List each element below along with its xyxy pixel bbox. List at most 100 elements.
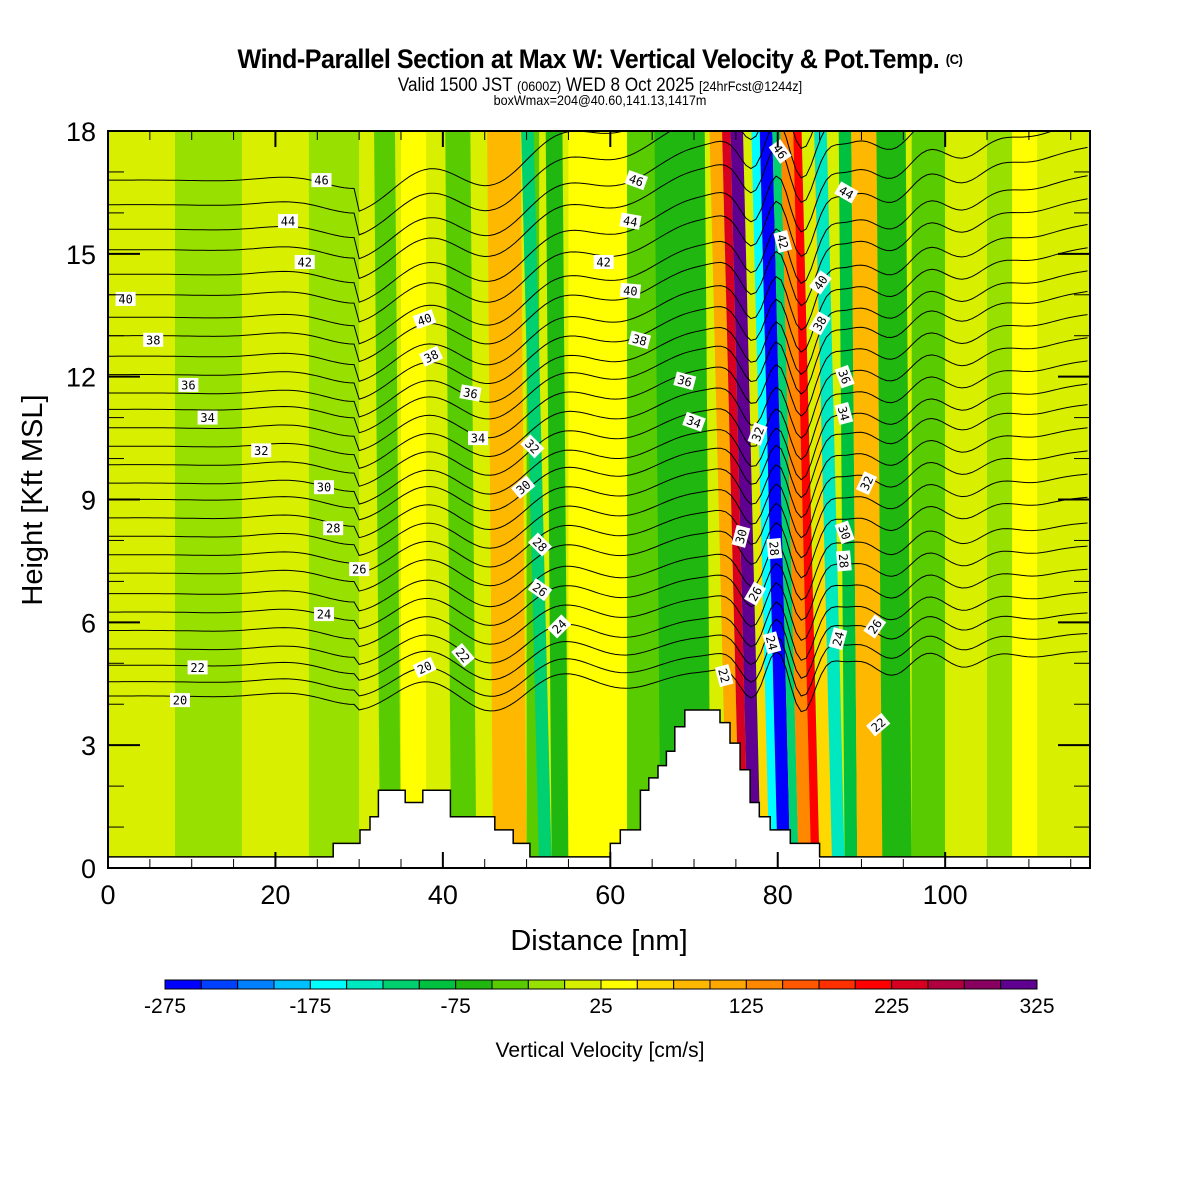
copyright-mark: (C)	[945, 51, 963, 67]
contour-label: 30	[314, 480, 334, 495]
contour-label-box	[731, 524, 751, 548]
contour-label-box	[866, 712, 891, 737]
potential-temperature-contours	[108, 131, 1088, 713]
valid-date: WED 8 Oct 2025	[565, 75, 695, 96]
contour-label: 20	[412, 656, 437, 678]
w-column	[876, 131, 912, 868]
axes	[107, 130, 1091, 869]
contour-labels: 46 44 42 40 38 36 34 32 30 28 26 24 22 20 40 38 36 34 32 30…	[115, 139, 891, 737]
colorbar-segment	[346, 979, 384, 990]
contour-label-text: 44	[622, 213, 639, 229]
contour-label: 34	[834, 402, 854, 425]
contour-label-text: 42	[297, 256, 311, 270]
contour-label: 26	[744, 581, 767, 606]
colorbar-segment	[309, 979, 348, 990]
contour-label: 32	[855, 471, 878, 496]
contour-label-text: 44	[836, 183, 856, 202]
w-column	[838, 131, 858, 868]
y-axis-label: Height [Kft MSL]	[17, 394, 49, 605]
colorbar-tick-label: 25	[589, 995, 612, 1018]
isentrope-37	[108, 270, 1088, 418]
colorbar-segment	[418, 979, 457, 990]
w-column	[241, 131, 309, 868]
contour-label: 22	[187, 660, 208, 675]
contour-label-text: 24	[830, 630, 847, 648]
w-column	[374, 131, 402, 868]
forecast-info: [24hrFcst@1244z]	[698, 78, 803, 94]
colorbar-segment	[382, 979, 420, 990]
colorbar-segment	[673, 979, 711, 990]
contour-label-text: 40	[118, 292, 132, 306]
contour-label-box	[323, 521, 344, 536]
isentrope-32	[108, 383, 1088, 505]
contour-label-text: 24	[763, 634, 780, 652]
contour-label: 38	[419, 345, 444, 367]
contour-label-text: 40	[811, 273, 831, 293]
contour-label-box	[766, 538, 783, 560]
y-tick-label: 15	[66, 240, 96, 270]
contour-label-text: 34	[835, 405, 852, 423]
contour-label-text: 28	[326, 522, 340, 536]
x-tick-label: 0	[100, 880, 115, 910]
colorbar-segment	[600, 979, 638, 990]
y-tick-label: 18	[66, 117, 96, 147]
terrain	[107, 709, 1091, 869]
isentrope-47	[108, 131, 626, 212]
contour-label: 46	[624, 170, 649, 191]
contour-label-box	[762, 631, 782, 655]
contour-label-box	[115, 291, 136, 306]
contour-label-box	[768, 139, 792, 164]
contour-label-box	[834, 402, 854, 425]
vertical-velocity-field	[108, 131, 1090, 868]
contour-label-box	[520, 434, 545, 459]
contour-label-box	[412, 656, 437, 678]
w-column	[751, 131, 778, 868]
contour-label-text: 26	[865, 617, 885, 637]
colorbar-segment	[891, 979, 929, 990]
contour-label: 30	[834, 520, 855, 545]
isentrope-21	[108, 633, 1088, 697]
contour-label-text: 42	[596, 256, 610, 270]
contour-label: 22	[714, 664, 734, 688]
colorbar-segment	[818, 979, 856, 990]
contour-label: 40	[619, 282, 641, 299]
contour-label-box	[863, 614, 887, 639]
contour-label-text: 28	[836, 553, 851, 569]
contour-label-text: 42	[774, 233, 791, 251]
contour-label: 36	[834, 364, 855, 389]
contour-label-text: 38	[810, 314, 829, 334]
colorbar-segment	[709, 979, 747, 990]
isentrope-41	[108, 175, 1088, 345]
isentrope-20	[108, 650, 1088, 713]
isentrope-23	[108, 591, 1088, 665]
isentrope-28	[108, 473, 1088, 574]
contour-label-box	[294, 255, 315, 269]
contour-label-text: 28	[766, 541, 781, 557]
colorbar-tick-label: 225	[874, 995, 909, 1018]
contour-label-box	[412, 309, 437, 330]
isentrope-40	[108, 198, 1088, 363]
colorbar-tick-label: -275	[144, 995, 186, 1018]
contour-label: 40	[115, 291, 136, 306]
contour-label-text: 22	[715, 667, 732, 685]
isentrope-30	[108, 427, 1088, 539]
contour-label-box	[197, 410, 218, 425]
w-column	[945, 131, 988, 868]
contour-label-text: 46	[627, 172, 645, 190]
contour-label: 40	[412, 309, 437, 330]
contour-label: 32	[747, 422, 768, 446]
contour-label: 34	[682, 411, 706, 432]
contour-label: 32	[251, 443, 272, 458]
contour-label-text: 26	[530, 580, 550, 600]
contour-label-box	[419, 345, 444, 367]
contour-label: 30	[731, 524, 751, 548]
contour-label-text: 32	[254, 444, 268, 458]
contour-label-box	[747, 422, 768, 446]
w-column	[359, 131, 381, 868]
contour-label-text: 30	[317, 481, 331, 495]
contour-label-box	[773, 230, 793, 253]
contour-label-text: 38	[146, 333, 160, 347]
valid-utc: (0600Z)	[517, 78, 562, 94]
w-column	[987, 131, 1013, 868]
contour-label: 44	[278, 214, 298, 229]
